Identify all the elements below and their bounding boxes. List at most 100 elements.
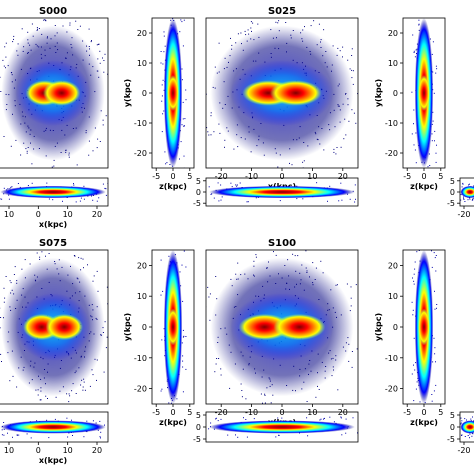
x-tick-label: 10 xyxy=(4,446,14,455)
y-tick-label: -10 xyxy=(134,119,147,128)
y-tick-label: 0 xyxy=(450,188,455,197)
density-map xyxy=(206,20,358,168)
axes-frame xyxy=(0,17,109,169)
panel-s025-edge: 5 0 -5 xyxy=(193,177,359,208)
y-tick-label: -20 xyxy=(385,149,398,158)
x-tick-label: 0 xyxy=(421,172,426,181)
panel-title: S025 xyxy=(268,6,296,17)
y-tick-label: -5 xyxy=(193,435,201,444)
x-tick-label: -10 xyxy=(245,172,258,181)
y-tick-label: 10 xyxy=(137,59,147,68)
y-tick-label: 0 xyxy=(393,323,398,332)
x-tick-label: 20 xyxy=(338,172,348,181)
axes-frame xyxy=(0,411,109,443)
x-tick-label: 0 xyxy=(279,408,284,417)
y-tick-label: 10 xyxy=(388,292,398,301)
x-tick-label: 5 xyxy=(187,172,192,181)
y-axis-label: y(kpc) xyxy=(374,313,383,341)
density-map xyxy=(411,250,438,404)
y-tick-label: -5 xyxy=(447,199,455,208)
x-tick-label: 10 xyxy=(4,210,14,219)
x-tick-label: 0 xyxy=(36,446,41,455)
panel-s075-side: -5 0 5 20 10 0 -10 -20 z(kpc) y(kpc) xyxy=(123,249,195,427)
y-axis-label: y(kpc) xyxy=(123,79,132,107)
panel-s000-face: S000 xyxy=(0,6,109,169)
x-tick-label: 0 xyxy=(170,172,175,181)
x-tick-label: 10 xyxy=(307,172,317,181)
y-tick-label: 20 xyxy=(137,29,147,38)
y-tick-label: 0 xyxy=(142,323,147,332)
x-tick-label: 10 xyxy=(63,210,73,219)
x-tick-label: 0 xyxy=(279,172,284,181)
panel-title: S075 xyxy=(39,238,67,249)
panel-s025-right-edge: -20 5 0 -5 xyxy=(447,177,474,219)
y-axis-label: y(kpc) xyxy=(123,313,132,341)
y-tick-label: 0 xyxy=(196,188,201,197)
density-map xyxy=(0,250,108,403)
panel-s000-side: -5 0 5 20 10 0 -10 -20 z(kpc) y(kpc) xyxy=(123,17,195,191)
x-tick-label: -20 xyxy=(457,446,470,455)
axes-frame xyxy=(0,177,109,207)
x-axis-label: z(kpc) xyxy=(159,418,187,427)
x-tick-label: 5 xyxy=(438,408,443,417)
x-tick-label: 10 xyxy=(307,408,317,417)
density-map xyxy=(208,416,358,438)
x-tick-label: -20 xyxy=(215,172,228,181)
density-map xyxy=(206,250,358,404)
panel-s075-face: S075 xyxy=(0,238,109,405)
x-tick-label: -20 xyxy=(457,210,470,219)
x-axis-label: z(kpc) xyxy=(159,182,187,191)
density-map xyxy=(460,182,474,202)
y-tick-label: -10 xyxy=(385,354,398,363)
density-map xyxy=(208,182,356,203)
y-axis-label: y(kpc) xyxy=(374,79,383,107)
panel-s000-edge: 10 0 10 20 x(kpc) xyxy=(0,177,109,229)
y-tick-label: -20 xyxy=(134,385,147,394)
x-tick-label: 20 xyxy=(92,446,102,455)
x-tick-label: -5 xyxy=(403,408,411,417)
y-tick-label: 5 xyxy=(196,177,201,186)
x-tick-label: -10 xyxy=(245,408,258,417)
x-tick-label: 20 xyxy=(92,210,102,219)
density-map xyxy=(0,182,108,203)
y-tick-label: 0 xyxy=(196,423,201,432)
density-map xyxy=(160,250,187,404)
y-tick-label: 5 xyxy=(196,411,201,420)
panel-s100-right-edge: -20 5 0 -5 xyxy=(447,411,474,455)
y-tick-label: -20 xyxy=(385,385,398,394)
density-map xyxy=(0,18,108,168)
x-tick-label: 5 xyxy=(187,408,192,417)
x-tick-label: 20 xyxy=(338,408,348,417)
y-tick-label: 5 xyxy=(450,411,455,420)
x-axis-label: z(kpc) xyxy=(410,418,438,427)
y-tick-label: 5 xyxy=(450,177,455,186)
x-tick-label: 5 xyxy=(438,172,443,181)
x-axis-label: x(kpc) xyxy=(39,456,67,465)
x-tick-label: -5 xyxy=(152,172,160,181)
x-tick-label: -20 xyxy=(215,408,228,417)
density-map xyxy=(0,417,108,439)
axes-frame xyxy=(0,249,109,405)
y-tick-label: -20 xyxy=(134,149,147,158)
panel-title: S000 xyxy=(39,6,67,17)
density-map xyxy=(411,18,438,168)
panel-s100-side: -5 0 5 20 10 0 -10 -20 z(kpc) y(kpc) xyxy=(374,249,446,427)
x-tick-label: 10 xyxy=(63,446,73,455)
y-tick-label: 0 xyxy=(142,89,147,98)
x-tick-label: -5 xyxy=(403,172,411,181)
panel-title: S100 xyxy=(268,238,296,249)
y-tick-label: -5 xyxy=(447,435,455,444)
y-tick-label: 0 xyxy=(450,423,455,432)
panel-s075-edge: 10 0 10 20 x(kpc) xyxy=(0,411,109,465)
x-tick-label: 0 xyxy=(36,210,41,219)
y-tick-label: -10 xyxy=(134,354,147,363)
x-tick-label: 0 xyxy=(170,408,175,417)
y-tick-label: -10 xyxy=(385,119,398,128)
panel-s025-side: -5 0 5 20 10 0 -10 -20 z(kpc) y(kpc) xyxy=(374,17,446,191)
density-map xyxy=(160,18,187,168)
x-axis-label: z(kpc) xyxy=(410,182,438,191)
y-tick-label: 20 xyxy=(388,261,398,270)
